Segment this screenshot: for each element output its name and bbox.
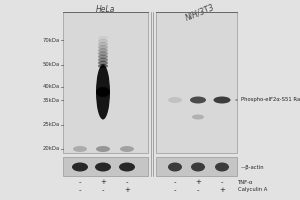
Text: -: - <box>79 187 81 193</box>
Text: 25kDa: 25kDa <box>43 122 60 128</box>
Ellipse shape <box>98 48 108 53</box>
Ellipse shape <box>98 55 108 59</box>
Ellipse shape <box>73 146 87 152</box>
Ellipse shape <box>120 146 134 152</box>
Ellipse shape <box>191 162 205 171</box>
Ellipse shape <box>95 162 111 171</box>
Ellipse shape <box>98 36 108 40</box>
Text: -: - <box>221 179 223 185</box>
Text: HeLa: HeLa <box>96 5 115 14</box>
Ellipse shape <box>96 146 110 152</box>
Text: 50kDa: 50kDa <box>43 62 60 68</box>
Text: 20kDa: 20kDa <box>43 146 60 152</box>
Ellipse shape <box>96 87 110 97</box>
Text: -: - <box>197 187 199 193</box>
Bar <box>63 157 148 176</box>
Text: -: - <box>174 187 176 193</box>
Text: +: + <box>195 179 201 185</box>
Ellipse shape <box>215 162 229 171</box>
Ellipse shape <box>98 39 108 43</box>
Text: 35kDa: 35kDa <box>43 98 60 102</box>
Ellipse shape <box>190 97 206 104</box>
Ellipse shape <box>214 97 230 104</box>
Bar <box>156 12 237 153</box>
Text: Calyculin A: Calyculin A <box>238 188 267 192</box>
Text: -: - <box>79 179 81 185</box>
Text: -: - <box>102 187 104 193</box>
Ellipse shape <box>98 64 108 68</box>
Ellipse shape <box>98 42 108 46</box>
Ellipse shape <box>168 162 182 171</box>
Text: 70kDa: 70kDa <box>43 38 60 43</box>
Ellipse shape <box>96 64 110 119</box>
Bar <box>156 157 237 176</box>
Ellipse shape <box>98 45 108 49</box>
Text: +: + <box>219 187 225 193</box>
Text: +: + <box>124 187 130 193</box>
Text: TNF-α: TNF-α <box>238 180 254 184</box>
Text: 40kDa: 40kDa <box>43 84 60 90</box>
Text: -: - <box>126 179 128 185</box>
Ellipse shape <box>168 97 182 103</box>
Text: -: - <box>174 179 176 185</box>
Ellipse shape <box>119 162 135 171</box>
Text: NIH/3T3: NIH/3T3 <box>184 3 215 23</box>
Bar <box>63 12 148 153</box>
Ellipse shape <box>98 51 108 56</box>
Ellipse shape <box>72 162 88 171</box>
Ellipse shape <box>192 114 204 119</box>
Text: Phospho-eIF2α-S51 Rabbit mAb: Phospho-eIF2α-S51 Rabbit mAb <box>241 98 300 102</box>
Ellipse shape <box>98 58 108 62</box>
Text: —β-actin: —β-actin <box>241 164 265 170</box>
Text: +: + <box>100 179 106 185</box>
Ellipse shape <box>98 61 108 65</box>
